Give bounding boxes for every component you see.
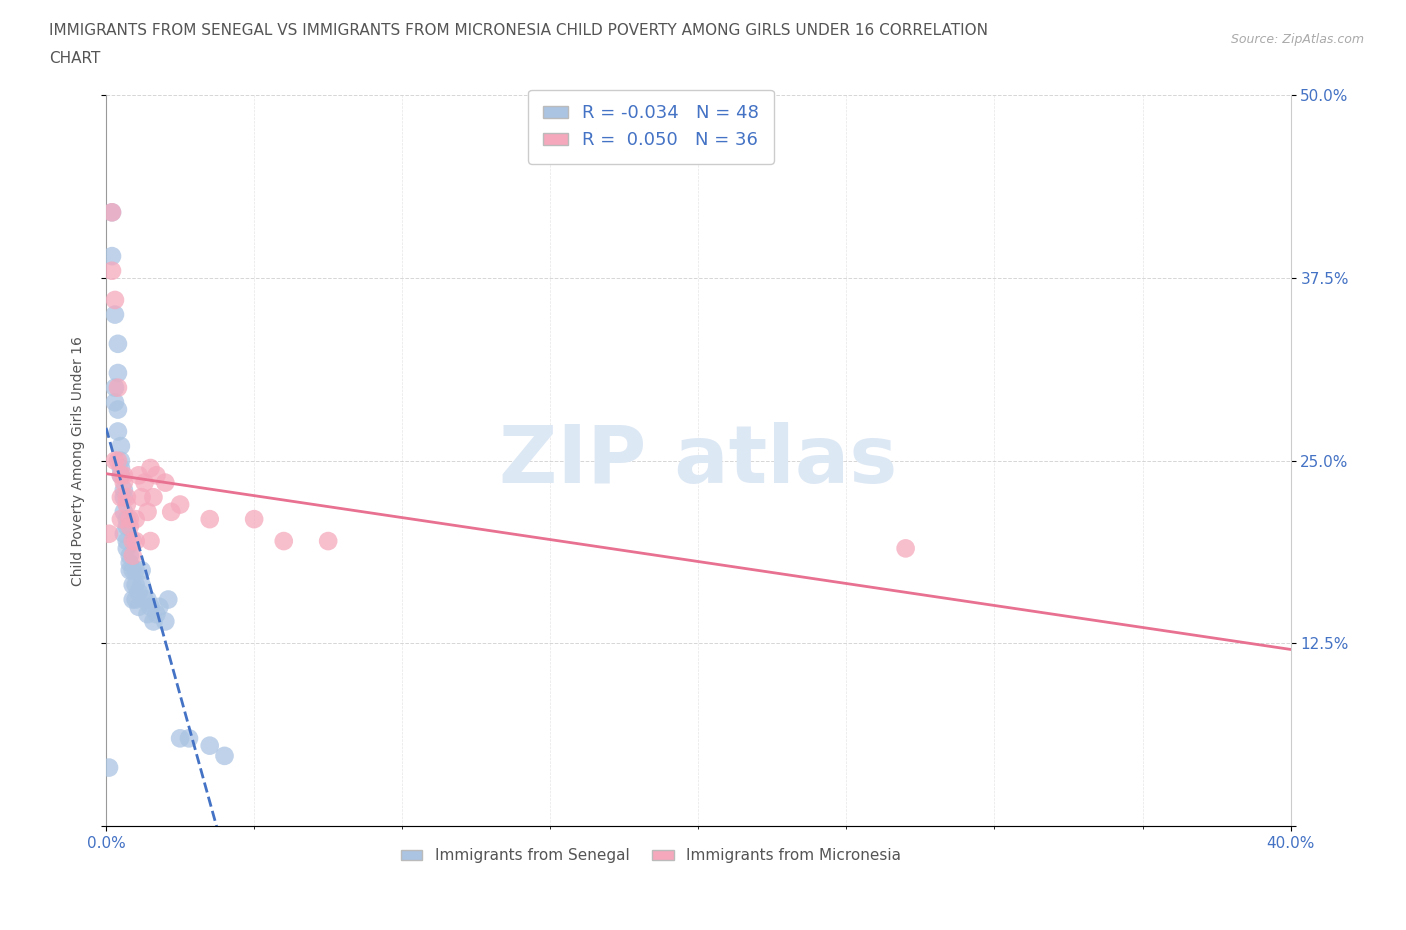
Point bbox=[139, 460, 162, 475]
Point bbox=[155, 614, 177, 629]
Point bbox=[145, 468, 167, 483]
Point bbox=[136, 592, 159, 607]
Point bbox=[139, 600, 162, 615]
Point bbox=[107, 380, 129, 395]
Point bbox=[107, 424, 129, 439]
Point bbox=[112, 490, 135, 505]
Point bbox=[118, 512, 141, 526]
Point bbox=[894, 541, 917, 556]
Point bbox=[107, 453, 129, 468]
Point bbox=[145, 606, 167, 621]
Point bbox=[118, 555, 141, 570]
Point bbox=[112, 468, 135, 483]
Point bbox=[115, 498, 138, 512]
Point bbox=[131, 490, 153, 505]
Point bbox=[128, 585, 150, 600]
Point bbox=[121, 563, 143, 578]
Point bbox=[110, 453, 132, 468]
Point bbox=[107, 402, 129, 417]
Point bbox=[110, 468, 132, 483]
Point bbox=[115, 512, 138, 526]
Point bbox=[125, 512, 148, 526]
Point bbox=[169, 731, 191, 746]
Point bbox=[104, 307, 127, 322]
Point bbox=[125, 592, 148, 607]
Point bbox=[125, 578, 148, 592]
Point bbox=[118, 519, 141, 534]
Point bbox=[121, 534, 143, 549]
Point bbox=[128, 468, 150, 483]
Point bbox=[198, 512, 221, 526]
Point bbox=[243, 512, 266, 526]
Point bbox=[101, 205, 124, 219]
Point bbox=[136, 606, 159, 621]
Point bbox=[121, 549, 143, 564]
Point bbox=[155, 475, 177, 490]
Point bbox=[121, 578, 143, 592]
Point bbox=[110, 468, 132, 483]
Point bbox=[273, 534, 295, 549]
Point bbox=[104, 293, 127, 308]
Legend: Immigrants from Senegal, Immigrants from Micronesia: Immigrants from Senegal, Immigrants from… bbox=[395, 843, 907, 870]
Point bbox=[112, 475, 135, 490]
Text: Source: ZipAtlas.com: Source: ZipAtlas.com bbox=[1230, 33, 1364, 46]
Point bbox=[125, 534, 148, 549]
Point bbox=[214, 749, 236, 764]
Point bbox=[125, 563, 148, 578]
Point bbox=[131, 563, 153, 578]
Point bbox=[136, 504, 159, 519]
Point bbox=[98, 526, 121, 541]
Point bbox=[131, 578, 153, 592]
Point bbox=[115, 534, 138, 549]
Point bbox=[101, 263, 124, 278]
Point bbox=[118, 549, 141, 564]
Text: CHART: CHART bbox=[49, 51, 101, 66]
Point bbox=[177, 731, 200, 746]
Point bbox=[104, 453, 127, 468]
Point bbox=[139, 534, 162, 549]
Point bbox=[104, 380, 127, 395]
Point bbox=[110, 460, 132, 475]
Point bbox=[107, 337, 129, 352]
Point bbox=[142, 614, 165, 629]
Point bbox=[107, 365, 129, 380]
Point bbox=[115, 519, 138, 534]
Point bbox=[157, 592, 180, 607]
Point bbox=[110, 490, 132, 505]
Point bbox=[121, 592, 143, 607]
Point bbox=[101, 248, 124, 263]
Point bbox=[112, 483, 135, 498]
Point bbox=[115, 490, 138, 505]
Point bbox=[142, 490, 165, 505]
Point bbox=[134, 592, 156, 607]
Point bbox=[110, 439, 132, 454]
Point bbox=[169, 498, 191, 512]
Point bbox=[110, 512, 132, 526]
Point bbox=[134, 475, 156, 490]
Point bbox=[128, 600, 150, 615]
Point bbox=[112, 504, 135, 519]
Point bbox=[101, 205, 124, 219]
Point bbox=[316, 534, 339, 549]
Y-axis label: Child Poverty Among Girls Under 16: Child Poverty Among Girls Under 16 bbox=[72, 336, 86, 586]
Point bbox=[198, 738, 221, 753]
Point bbox=[148, 600, 170, 615]
Point bbox=[118, 563, 141, 578]
Point bbox=[160, 504, 183, 519]
Point bbox=[115, 541, 138, 556]
Text: ZIP atlas: ZIP atlas bbox=[499, 421, 897, 499]
Text: IMMIGRANTS FROM SENEGAL VS IMMIGRANTS FROM MICRONESIA CHILD POVERTY AMONG GIRLS : IMMIGRANTS FROM SENEGAL VS IMMIGRANTS FR… bbox=[49, 23, 988, 38]
Point bbox=[98, 760, 121, 775]
Point bbox=[112, 526, 135, 541]
Point bbox=[104, 395, 127, 410]
